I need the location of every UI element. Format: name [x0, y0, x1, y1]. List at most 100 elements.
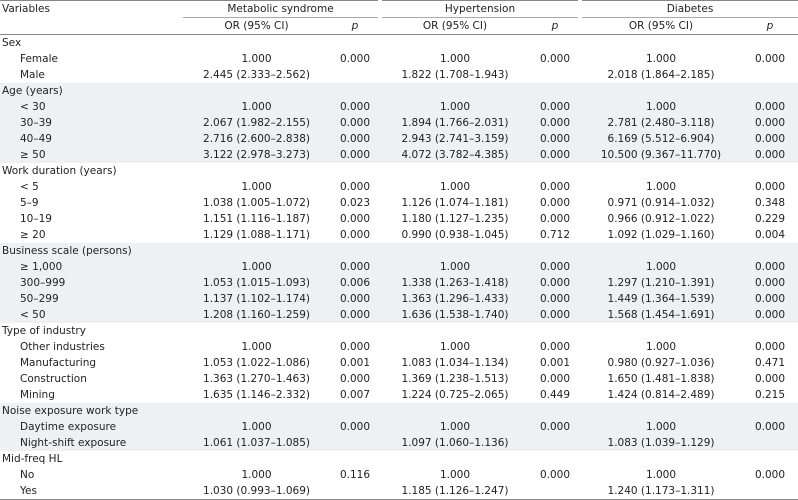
or-cell: 1.000	[645, 341, 677, 353]
row-label: Other industries	[20, 341, 105, 353]
p-cell	[330, 67, 380, 83]
row-label: ≥ 50	[0, 147, 183, 163]
p-cell: 0.000	[742, 115, 798, 131]
data-row: No 1.000 0.116 1.000 0.000 1.000 0.000	[0, 467, 798, 483]
data-row: Other industries 1.000 0.000 1.000 0.000 1.00…	[0, 339, 798, 355]
or-cell: 1.000	[183, 259, 330, 275]
p-cell: 0.023	[339, 197, 371, 209]
row-label: Manufacturing	[20, 357, 97, 369]
table-body: Sex Female 1.000 0.000 1.000 0.000 1.000 0.000 M…	[0, 35, 798, 500]
p-cell: 0.000	[339, 181, 371, 193]
p-cell: 0.000	[539, 213, 571, 225]
row-label: Yes	[0, 483, 183, 500]
or-cell: 2.943 (2.741–3.159)	[380, 131, 530, 147]
data-row: Daytime exposure 1.000 0.000 1.000 0.000 1.00…	[0, 419, 798, 435]
or-cell: 1.000	[183, 419, 330, 435]
p-cell: 0.000	[330, 131, 380, 147]
or-cell: 1.363 (1.270–1.463)	[203, 373, 310, 385]
data-row: < 50 1.208 (1.160–1.259) 0.000 1.636 (1.538…	[0, 307, 798, 323]
data-row: 10–19 1.151 (1.116–1.187) 0.000 1.180 (1.12…	[0, 211, 798, 227]
p-cell	[530, 483, 580, 500]
section-row: Work duration (years)	[0, 163, 798, 179]
p-cell: 0.000	[530, 307, 580, 323]
section-label: Sex	[2, 37, 22, 49]
or-cell: 1.053 (1.022–1.086)	[203, 357, 310, 369]
p-cell: 0.000	[530, 275, 580, 291]
or-cell: 1.449 (1.364–1.539)	[580, 291, 742, 307]
row-label: 10–19	[20, 213, 52, 225]
p-cell: 0.001	[539, 357, 571, 369]
or-cell: 0.966 (0.912–1.022)	[607, 213, 715, 225]
p-cell: 0.000	[339, 341, 371, 353]
or-cell: 3.122 (2.978–3.273)	[183, 147, 330, 163]
data-row: Yes 1.030 (0.993–1.069) 1.185 (1.126–1.247…	[0, 483, 798, 500]
p-cell: 0.000	[330, 147, 380, 163]
or-cell: 1.424 (0.814–2.489)	[607, 389, 715, 401]
p-cell: 0.000	[339, 229, 371, 241]
or-cell: 0.980 (0.927–1.036)	[607, 357, 715, 369]
p-cell: 0.000	[330, 99, 380, 115]
data-row: < 30 1.000 0.000 1.000 0.000 1.000 0.000	[0, 99, 798, 115]
subheader: OR (95% CI)	[183, 17, 330, 35]
data-row: Manufacturing 1.053 (1.022–1.086) 0.001 1.0…	[0, 355, 798, 371]
data-row: Male 2.445 (2.333–2.562) 1.822 (1.708–1.94…	[0, 67, 798, 83]
or-cell: 1.568 (1.454–1.691)	[580, 307, 742, 323]
or-cell: 2.067 (1.982–2.155)	[183, 115, 330, 131]
group-header: Hypertension	[378, 0, 580, 18]
p-cell: 0.000	[530, 131, 580, 147]
p-cell	[330, 435, 380, 451]
or-cell: 1.000	[645, 469, 677, 481]
data-row: 300–999 1.053 (1.015–1.093) 0.006 1.338 (1.…	[0, 275, 798, 291]
row-label: Male	[20, 69, 45, 81]
p-cell: 0.000	[742, 131, 798, 147]
or-cell: 1.061 (1.037–1.085)	[183, 435, 330, 451]
p-cell: 0.000	[539, 469, 571, 481]
row-label: 40–49	[0, 131, 183, 147]
p-cell	[530, 67, 580, 83]
p-cell: 0.000	[530, 291, 580, 307]
p-cell	[742, 435, 798, 451]
row-label: Daytime exposure	[0, 419, 183, 435]
p-cell	[330, 483, 380, 500]
row-label: Mining	[20, 389, 55, 401]
or-cell: 10.500 (9.367–11.770)	[580, 147, 742, 163]
or-cell: 1.097 (1.060–1.136)	[380, 435, 530, 451]
subheader: p	[530, 17, 580, 35]
p-cell: 0.000	[330, 259, 380, 275]
table-header: Variables Metabolic syndrome Hypertensio…	[0, 0, 798, 35]
or-cell: 1.000	[439, 181, 471, 193]
or-cell: 1.126 (1.074–1.181)	[401, 197, 509, 209]
p-cell: 0.001	[339, 357, 371, 369]
p-cell: 0.000	[754, 469, 786, 481]
p-cell: 0.449	[539, 389, 571, 401]
or-cell: 2.716 (2.600–2.838)	[183, 131, 330, 147]
or-cell: 1.137 (1.102–1.174)	[183, 291, 330, 307]
or-cell: 1.000	[580, 419, 742, 435]
p-cell: 0.000	[754, 341, 786, 353]
section-label: Type of industry	[2, 325, 86, 337]
or-cell: 1.000	[439, 469, 471, 481]
section-row: Type of industry	[0, 323, 798, 339]
p-cell: 0.000	[539, 197, 571, 209]
p-cell: 0.000	[742, 99, 798, 115]
section-row: Noise exposure work type	[0, 403, 798, 419]
data-row: Mining 1.635 (1.146–2.332) 0.007 1.224 (0.7…	[0, 387, 798, 403]
p-cell: 0.000	[539, 181, 571, 193]
or-cell: 1.000	[645, 53, 677, 65]
or-cell: 1.092 (1.029–1.160)	[607, 229, 715, 241]
or-cell: 2.445 (2.333–2.562)	[203, 69, 310, 81]
or-cell: 1.363 (1.296–1.433)	[380, 291, 530, 307]
row-label: Night-shift exposure	[0, 435, 183, 451]
row-label: 300–999	[0, 275, 183, 291]
p-cell: 0.000	[742, 147, 798, 163]
row-label: 5–9	[20, 197, 39, 209]
row-label: Female	[20, 53, 58, 65]
or-cell: 1.240 (1.173–1.311)	[580, 483, 742, 500]
p-cell: 0.712	[539, 229, 571, 241]
blank-header	[0, 17, 183, 35]
group-header: Diabetes	[577, 0, 798, 18]
or-cell: 2.781 (2.480–3.118)	[580, 115, 742, 131]
p-cell: 0.348	[754, 197, 786, 209]
data-row: ≥ 20 1.129 (1.088–1.171) 0.000 0.990 (0.938…	[0, 227, 798, 243]
